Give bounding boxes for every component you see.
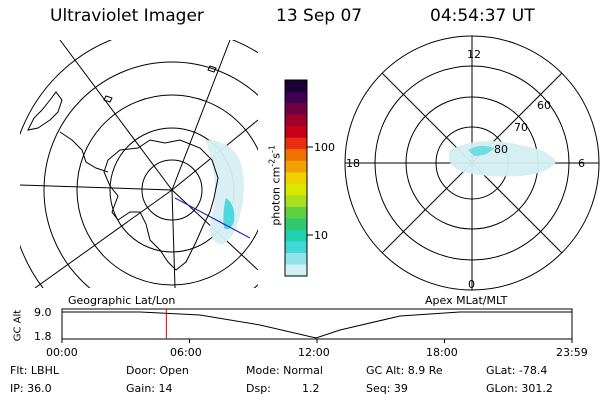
altitude-curve [62,311,572,339]
antarctica-coastline [103,139,219,271]
ip-info: IP: 36.0 [10,382,52,395]
colorbar-segment [285,172,307,185]
colorbar-segment [285,160,307,173]
colorbar-segment [285,252,307,265]
geographic-subtitle: Geographic Lat/Lon [68,294,176,307]
timeline-xtick-3: 18:00 [426,346,458,359]
colorbar-segment [285,241,307,254]
door-info: Door: Open [126,364,189,377]
colorbar-segment [285,218,307,231]
mlt-label-0: 0 [468,278,475,291]
mlat-label-60: 60 [537,99,551,112]
date-label: 13 Sep 07 [276,6,363,26]
lon-line [34,189,173,288]
colorbar-segment [285,264,307,277]
colorbar-segment [285,91,307,104]
lon-line [59,40,173,191]
aurora-bright [468,145,494,156]
colorbar-tick-100: 100 [314,141,335,154]
colorbar-segment [285,126,307,139]
seq-info: Seq: 39 [366,382,408,395]
colorbar-segment [285,137,307,150]
aurora-bright-patch [223,198,235,230]
colorbar-segment [285,114,307,127]
lon-line [171,40,231,191]
colorbar-segment [285,229,307,242]
terminator-line [174,197,251,239]
colorbar [284,79,313,277]
colorbar-segment [285,195,307,208]
dsp-value: 1.2 [302,382,320,395]
glon-info: GLon: 301.2 [486,382,553,395]
south-america-coastline [27,91,63,131]
aurora-emission [206,140,244,245]
lat-circle [43,61,258,288]
altitude-timeline [61,308,573,343]
mlat-label-70: 70 [514,121,528,134]
time-label: 04:54:37 UT [430,6,535,26]
colorbar-tick-10: 10 [314,229,328,242]
lon-line [171,189,176,288]
glat-info: GLat: -78.4 [486,364,548,377]
colorbar-segment [285,103,307,116]
timeline-ytick-high: 9.0 [34,306,52,319]
colorbar-segment [285,206,307,219]
instrument-title: Ultraviolet Imager [50,6,204,26]
timeline-xtick-0: 00:00 [46,346,78,359]
lon-line [20,184,173,191]
gc-alt-info: GC Alt: 8.9 Re [366,364,443,377]
mlt-label-6: 6 [578,157,585,170]
timeline-ytick-low: 1.8 [34,330,52,343]
timeline-xtick-1: 06:00 [170,346,202,359]
timeline-xtick-4: 23:59 [556,346,588,359]
colorbar-segment [285,80,307,93]
mlat-label-80: 80 [494,143,508,156]
magnetic-subtitle: Apex MLat/MLT [425,294,508,307]
mlat-circle-60 [374,65,570,261]
peninsula-coastline [59,131,109,173]
timeline-xtick-2: 12:00 [298,346,330,359]
mlt-label-18: 18 [346,157,360,170]
lat-circle [76,94,258,286]
colorbar-segment [285,183,307,196]
filter-info: Flt: LBHL [10,364,59,377]
dsp-label: Dsp: [246,382,271,395]
gain-info: Gain: 14 [126,382,173,395]
colorbar-segment [285,149,307,162]
mode-info: Mode: Normal [246,364,323,377]
mlt-label-12: 12 [467,48,481,61]
lat-circle [141,159,203,221]
island-coastline [103,65,217,103]
